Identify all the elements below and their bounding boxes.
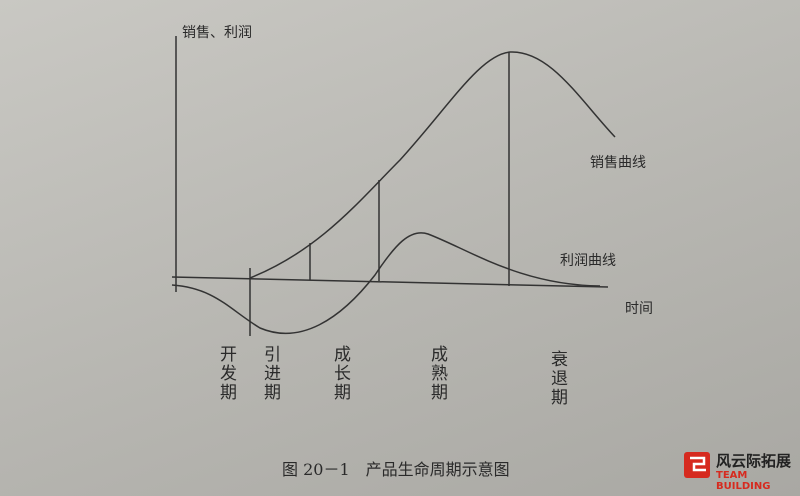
caption: 图 20－1 产品生命周期示意图 xyxy=(282,460,510,479)
x-axis-label: 时间 xyxy=(625,301,653,317)
stage-label: 成熟期 xyxy=(427,345,447,402)
profit-curve xyxy=(171,232,601,335)
sales-curve xyxy=(249,51,616,279)
logo-name: 风云际拓展 xyxy=(716,452,792,470)
x-axis xyxy=(171,276,609,288)
stage-label: 衰退期 xyxy=(547,350,567,407)
stage-label: 成长期 xyxy=(330,345,350,402)
logo-subtitle: TEAM BUILDING xyxy=(716,470,771,492)
stage-label: 引进期 xyxy=(260,345,280,402)
curve-label: 销售曲线 xyxy=(590,155,646,171)
curve-label: 利润曲线 xyxy=(560,253,616,269)
y-axis-label: 销售、利润 xyxy=(182,25,252,41)
stage-label: 开发期 xyxy=(216,345,236,402)
logo-mark xyxy=(690,456,706,472)
